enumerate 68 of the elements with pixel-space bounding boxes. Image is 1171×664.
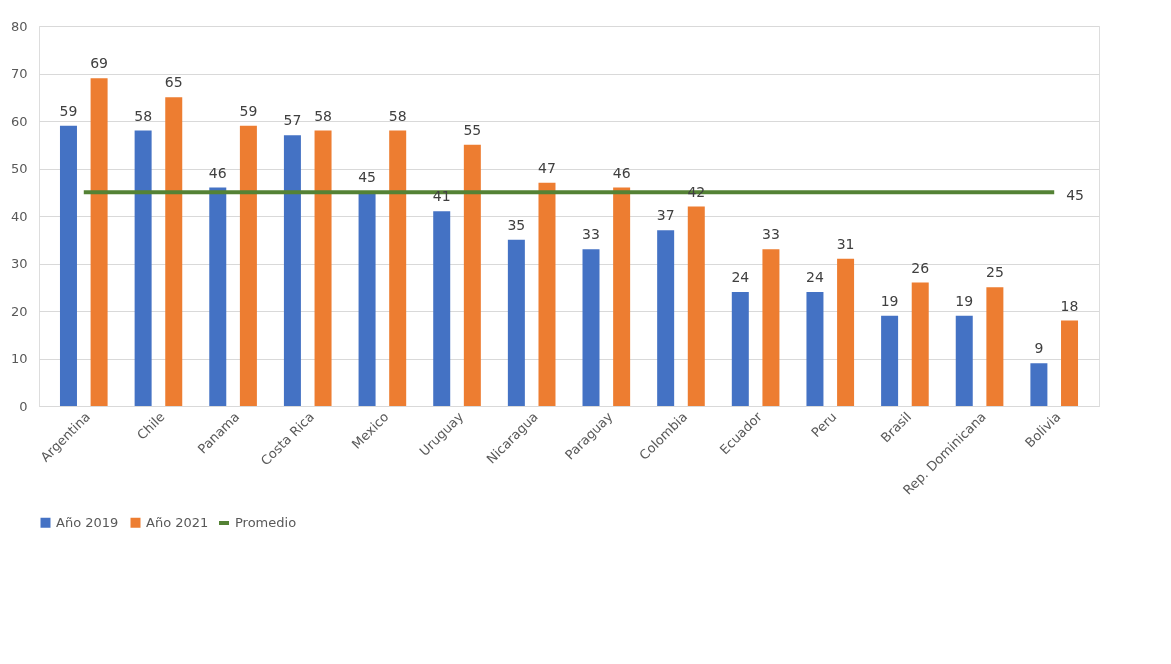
data-label: 58 — [134, 107, 153, 124]
legend-label: Año 2021 — [146, 514, 209, 530]
data-label: 33 — [582, 226, 600, 243]
bar — [389, 130, 407, 406]
data-label: 46 — [612, 164, 631, 181]
bar — [731, 292, 749, 406]
bar — [806, 292, 824, 406]
y-tick-label: 10 — [10, 351, 28, 366]
data-label: 31 — [836, 235, 855, 252]
data-label: 47 — [538, 159, 556, 176]
bar — [507, 239, 525, 406]
data-label: 55 — [463, 121, 482, 138]
y-tick-label: 80 — [10, 18, 28, 34]
bar — [314, 130, 332, 406]
bar — [538, 182, 556, 406]
bar — [59, 125, 77, 406]
legend-label: Año 2019 — [56, 514, 119, 530]
data-label: 42 — [687, 183, 706, 200]
data-label: 18 — [1060, 297, 1079, 314]
data-label: 59 — [239, 102, 258, 119]
bar — [1061, 320, 1079, 406]
data-label: 46 — [208, 164, 227, 181]
data-label: 69 — [90, 55, 109, 72]
data-label: 59 — [59, 102, 78, 119]
data-label: 57 — [283, 112, 302, 129]
legend-label: Promedio — [235, 515, 297, 530]
data-label: 9 — [1034, 340, 1044, 357]
data-label: 35 — [507, 216, 526, 233]
bar — [657, 230, 675, 406]
y-tick-label: 50 — [10, 161, 28, 176]
data-label: 45 — [358, 169, 376, 186]
data-label: 65 — [164, 74, 183, 91]
bar — [911, 282, 929, 406]
bar — [881, 315, 899, 406]
y-tick-label: 20 — [10, 303, 28, 319]
bar — [1030, 363, 1048, 406]
data-label: 26 — [911, 259, 930, 276]
data-label: 19 — [955, 292, 974, 309]
bar — [358, 192, 376, 406]
data-label: 33 — [762, 226, 780, 243]
bar — [283, 135, 301, 406]
data-label: 24 — [731, 269, 750, 285]
bar — [955, 315, 973, 406]
bar — [134, 130, 152, 406]
bar — [209, 187, 227, 406]
data-label: 58 — [314, 107, 332, 124]
data-label: 58 — [388, 107, 407, 124]
data-label: 24 — [806, 269, 824, 285]
y-tick-label: 40 — [10, 208, 28, 224]
bar — [986, 287, 1004, 406]
bar — [90, 78, 108, 406]
data-label: 37 — [656, 207, 675, 224]
bar — [687, 206, 705, 406]
bar — [837, 258, 855, 406]
bar — [433, 211, 451, 406]
bar — [165, 97, 183, 406]
data-label: 25 — [985, 264, 1004, 281]
bar — [239, 125, 257, 406]
data-label: 19 — [880, 292, 899, 309]
y-tick-label: 60 — [10, 113, 28, 129]
bar — [463, 144, 481, 406]
bar — [582, 249, 600, 406]
y-tick-label: 0 — [19, 398, 28, 414]
bar — [613, 187, 631, 406]
bar — [762, 249, 780, 406]
y-tick-label: 70 — [10, 66, 28, 81]
data-label: 45 — [1066, 187, 1085, 204]
y-tick-label: 30 — [10, 256, 28, 271]
